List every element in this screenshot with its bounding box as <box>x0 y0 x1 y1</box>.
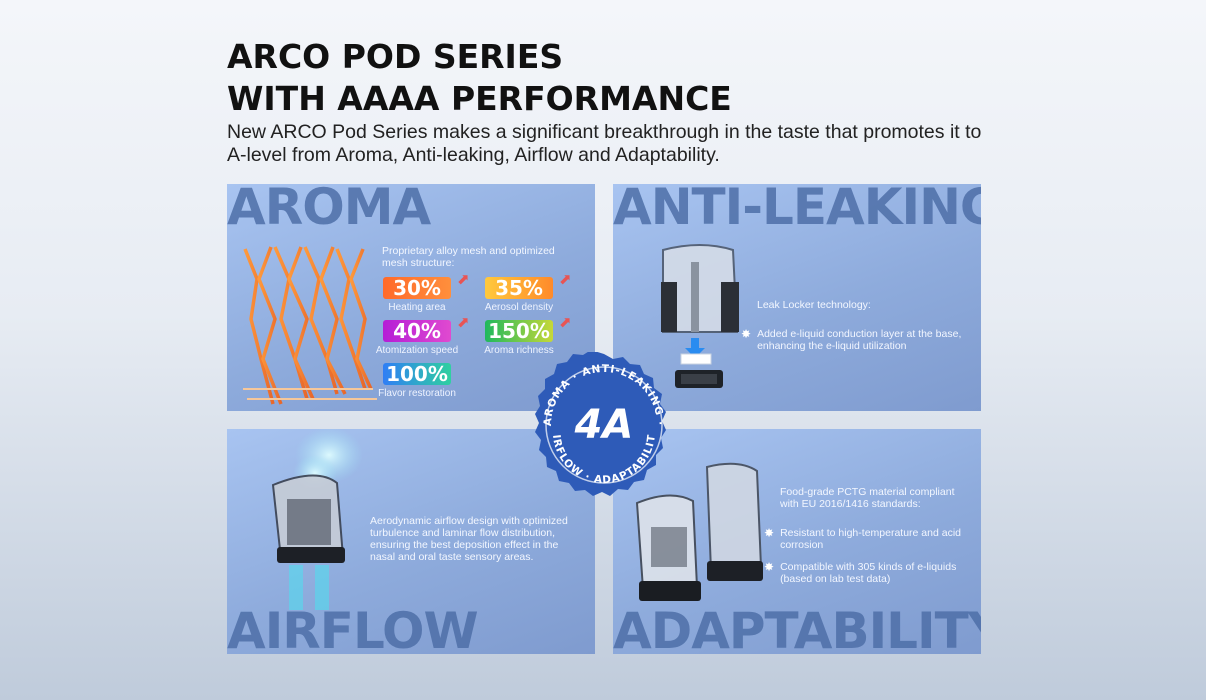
pod-icon <box>661 244 739 388</box>
airflow-desc-line-2: turbulence and laminar flow distribution… <box>370 527 556 539</box>
airflow-title: AIRFLOW <box>227 602 479 654</box>
star-bullet-icon: ✸ <box>764 560 775 574</box>
stat-badge-atomization: 40% <box>383 320 451 342</box>
arrow-up-icon: ⬈ <box>457 271 470 288</box>
stat-badge-flavor: 100% <box>383 363 451 385</box>
arrow-up-icon: ⬈ <box>559 271 572 288</box>
anti-leaking-title: ANTI-LEAKING <box>613 184 981 236</box>
anti-leaking-bullet: ✸ Added e-liquid conduction layer at the… <box>741 328 961 352</box>
airflow-desc-line-4: nasal and oral taste sensory areas. <box>370 551 534 563</box>
stat-badge-heating: 30% <box>383 277 451 299</box>
airflow-panel: Aerodynamic airflow design with optimize… <box>227 429 595 654</box>
airflow-desc-line-3: ensuring the best deposition effect in t… <box>370 539 559 551</box>
anti-leaking-bullet-line-2: enhancing the e-liquid utilization <box>757 340 907 352</box>
adaptability-b1-line-2: corrosion <box>780 539 824 551</box>
page-title: ARCO POD SERIES WITH AAAA PERFORMANCE <box>227 36 732 120</box>
adaptability-bullet-1: ✸ Resistant to high-temperature and acid… <box>764 527 961 551</box>
stat-badge-aroma-richness: 150% <box>485 320 553 342</box>
stat-badge-aerosol: 35% <box>485 277 553 299</box>
subtitle-line-1: New ARCO Pod Series makes a significant … <box>227 121 982 143</box>
anti-leaking-bullet-line-1: Added e-liquid conduction layer at the b… <box>757 328 962 340</box>
aroma-title: AROMA <box>227 184 431 236</box>
pod-icon <box>635 462 763 601</box>
adaptability-b2-line-2: (based on lab test data) <box>780 573 891 585</box>
adaptability-intro-line-2: with EU 2016/1416 standards: <box>780 498 921 510</box>
mesh-coil-icon <box>243 246 377 405</box>
title-line-1: ARCO POD SERIES <box>227 37 564 76</box>
stat-label-aerosol: Aerosol density <box>484 302 554 313</box>
stat-label-atomization: Atomization speed <box>375 345 459 356</box>
adaptability-intro: Food-grade PCTG material compliant with … <box>780 486 955 510</box>
adaptability-b1-line-1: Resistant to high-temperature and acid <box>780 527 961 539</box>
title-line-2: WITH AAAA PERFORMANCE <box>227 79 732 118</box>
aroma-description: Proprietary alloy mesh and optimized mes… <box>382 245 555 269</box>
stat-label-heating: Heating area <box>388 302 446 313</box>
adaptability-title: ADAPTABILITY <box>613 602 981 654</box>
airflow-description: Aerodynamic airflow design with optimize… <box>370 515 568 563</box>
vapor-icon <box>271 429 363 610</box>
seal-center-text: 4A <box>574 402 634 448</box>
stat-label-flavor: Flavor restoration <box>378 388 456 399</box>
subtitle-line-2: A-level from Aroma, Anti-leaking, Airflo… <box>227 144 720 166</box>
adaptability-bullet-2: ✸ Compatible with 305 kinds of e-liquids… <box>764 561 956 585</box>
arrow-up-icon: ⬈ <box>457 314 470 331</box>
aroma-desc-line-2: mesh structure: <box>382 257 455 269</box>
aroma-panel: AROMA Proprietary alloy mesh and optimiz… <box>227 184 595 411</box>
arrow-up-icon: ⬈ <box>559 314 572 331</box>
adaptability-panel: Food-grade PCTG material compliant with … <box>613 429 981 654</box>
subtitle: New ARCO Pod Series makes a significant … <box>227 121 987 167</box>
aroma-desc-line-1: Proprietary alloy mesh and optimized <box>382 245 555 257</box>
anti-leaking-tech: Leak Locker technology: <box>757 299 871 311</box>
star-bullet-icon: ✸ <box>741 327 752 341</box>
4a-seal: AROMA · ANTI-LEAKING · AIRFLOW · ADAPTAB… <box>531 352 666 496</box>
adaptability-b2-line-1: Compatible with 305 kinds of e-liquids <box>780 561 957 573</box>
anti-leaking-panel: ANTI-LEAKING Leak Locker technology: ✸ A… <box>613 184 981 411</box>
star-bullet-icon: ✸ <box>764 526 775 540</box>
seal-scalloped-edge <box>535 352 666 496</box>
airflow-desc-line-1: Aerodynamic airflow design with optimize… <box>370 515 568 527</box>
adaptability-intro-line-1: Food-grade PCTG material compliant <box>780 486 955 498</box>
stat-label-aroma-richness: Aroma richness <box>484 345 554 356</box>
